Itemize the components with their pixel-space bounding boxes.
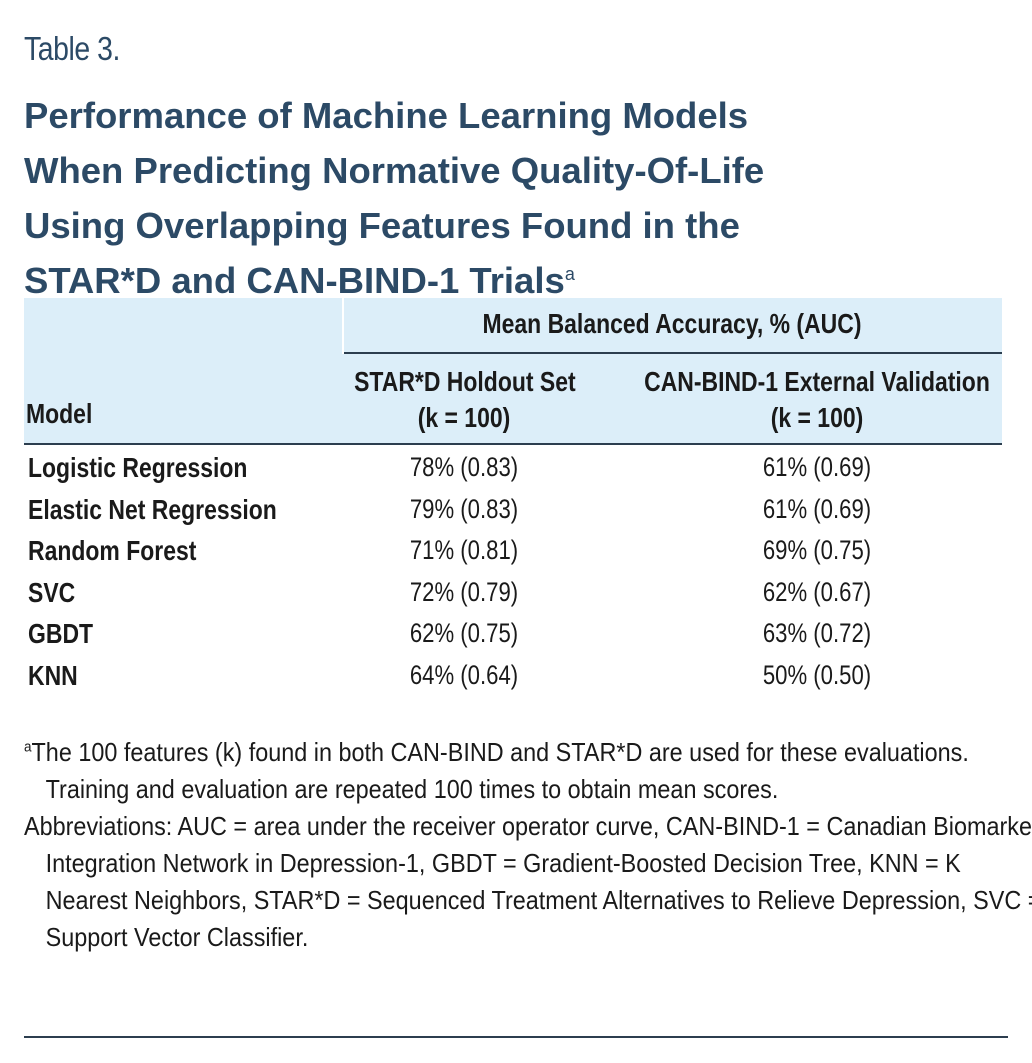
can-bind-cell: 61% (0.69) <box>762 493 872 524</box>
header-col-can-bind-line2: (k = 100) <box>770 402 864 433</box>
can-bind-cell: 61% (0.69) <box>762 452 872 482</box>
star-d-cell: 62% (0.75) <box>409 618 519 649</box>
title-line: STAR*D and CAN-BIND-1 Trialsa <box>24 253 1024 308</box>
span-rule <box>344 352 1002 354</box>
can-bind-cell: 50% (0.50) <box>762 659 872 690</box>
model-cell: SVC <box>28 576 76 608</box>
header-bottom-rule <box>24 443 1002 445</box>
star-d-cell: 64% (0.64) <box>409 659 519 690</box>
header-model-label: Model <box>26 398 93 429</box>
header-col-star-d-line2: (k = 100) <box>417 402 511 433</box>
header-col-can-bind-line1: CAN-BIND-1 External Validation <box>644 366 990 397</box>
footnote: aThe 100 features (k) found in both CAN-… <box>24 734 1032 808</box>
can-bind-cell: 62% (0.67) <box>762 576 872 607</box>
title-line: Using Overlapping Features Found in the <box>24 205 740 246</box>
header-col-can-bind: CAN-BIND-1 External Validation (k = 100) <box>600 364 1032 436</box>
star-d-cell: 78% (0.83) <box>409 452 519 482</box>
footnote-mark: a <box>24 738 32 756</box>
title-line: Performance of Machine Learning Models <box>24 95 749 136</box>
model-cell: Logistic Regression <box>28 452 248 483</box>
header-band <box>24 298 1002 444</box>
model-cell: KNN <box>28 659 78 691</box>
can-bind-cell: 69% (0.75) <box>762 535 872 566</box>
model-cell: Random Forest <box>28 535 197 567</box>
title-line-text: STAR*D and CAN-BIND-1 Trials <box>24 260 565 301</box>
star-d-cell: 79% (0.83) <box>409 493 519 524</box>
table-row: Elastic Net Regression 79% (0.83) 61% (0… <box>0 494 1032 536</box>
table-title: Performance of Machine Learning Models W… <box>24 88 1024 308</box>
table-label: Table 3. <box>24 30 120 67</box>
star-d-cell: 72% (0.79) <box>409 576 519 607</box>
table-body: Logistic Regression 78% (0.83) 61% (0.69… <box>0 452 1032 702</box>
bottom-rule <box>24 1036 1008 1038</box>
table-notes: aThe 100 features (k) found in both CAN-… <box>24 734 1032 956</box>
table-row: Logistic Regression 78% (0.83) 61% (0.69… <box>0 452 1032 494</box>
header-span-label: Mean Balanced Accuracy, % (AUC) <box>482 308 862 339</box>
abbreviations-note: Abbreviations: AUC = area under the rece… <box>24 811 1032 952</box>
title-footnote-mark: a <box>564 263 575 284</box>
table-row: KNN 64% (0.64) 50% (0.50) <box>0 660 1032 702</box>
header-col-star-d-line1: STAR*D Holdout Set <box>354 366 576 397</box>
model-cell: Elastic Net Regression <box>28 493 277 525</box>
can-bind-cell: 63% (0.72) <box>762 618 872 649</box>
star-d-cell: 71% (0.81) <box>409 535 519 566</box>
header-col-star-d: STAR*D Holdout Set (k = 100) <box>330 364 598 436</box>
footnote-text: The 100 features (k) found in both CAN-B… <box>31 737 969 804</box>
title-line: When Predicting Normative Quality-Of-Lif… <box>24 150 765 191</box>
table-row: SVC 72% (0.79) 62% (0.67) <box>0 577 1032 619</box>
header-left-divider <box>342 298 344 354</box>
model-cell: GBDT <box>28 618 94 650</box>
table-row: Random Forest 71% (0.81) 69% (0.75) <box>0 535 1032 577</box>
table-row: GBDT 62% (0.75) 63% (0.72) <box>0 618 1032 660</box>
